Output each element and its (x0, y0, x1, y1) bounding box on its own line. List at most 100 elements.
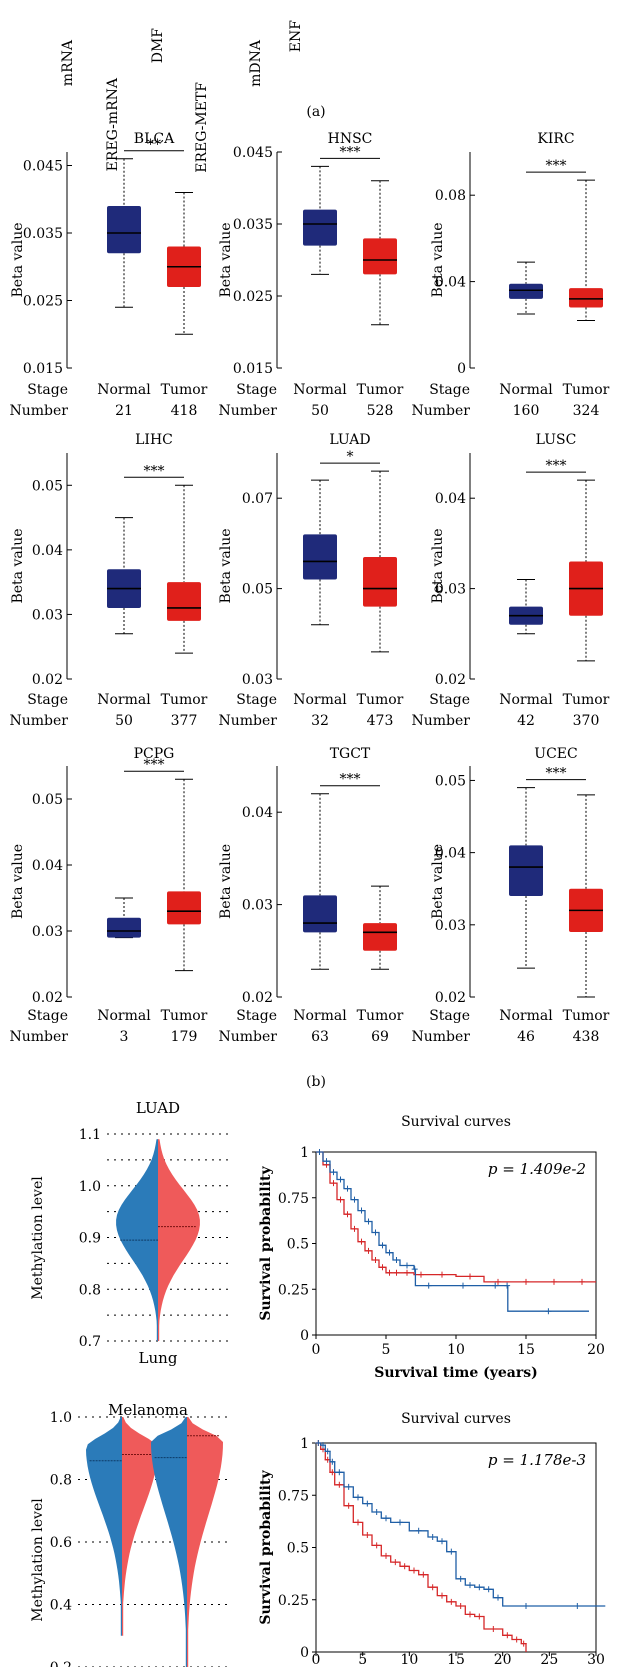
censor-mark-low (411, 1266, 418, 1273)
panel-b-boxplots: BLCA Beta value 0.015 0.025 0.035 0.045 ** Stag… (10, 131, 610, 1045)
y-tick-label: 0.02 (32, 990, 63, 1006)
sample-count: 377 (171, 713, 198, 729)
censor-mark-high (351, 1225, 358, 1232)
tumor-box (167, 582, 201, 621)
censor-mark-low (425, 1282, 432, 1289)
censor-mark-low (574, 1603, 581, 1610)
censor-mark-low (460, 1282, 466, 1289)
y-axis-label: Survival probability (258, 1166, 274, 1321)
y-tick-label: 0.015 (233, 361, 273, 377)
x-tick-label: 15 (447, 1652, 465, 1667)
censor-mark-low (315, 1440, 322, 1446)
censor-mark-high (467, 1273, 473, 1280)
y-tick-label: 0.02 (435, 672, 466, 688)
stage-label: Stage (429, 382, 470, 398)
y-tick-label: 0.4 (50, 1598, 72, 1614)
censor-mark-high (355, 1519, 361, 1526)
y-tick-label: 0.75 (278, 1191, 309, 1207)
significance-stars: ** (147, 137, 161, 153)
censor-mark-high (448, 1598, 455, 1605)
x-tick-label: 5 (358, 1652, 367, 1667)
censor-mark-low (386, 1249, 393, 1256)
category-label: Normal (293, 1008, 347, 1024)
y-axis-label: Methylation level (30, 1498, 46, 1622)
x-tick-label: 25 (540, 1652, 558, 1667)
significance-stars: *** (546, 458, 567, 474)
category-label: Normal (499, 1008, 553, 1024)
y-tick-label: 1 (300, 1436, 309, 1452)
y-tick-label: 0.25 (278, 1282, 309, 1298)
y-tick-label: 0.2 (50, 1660, 72, 1667)
y-tick-label: 0.02 (435, 990, 466, 1006)
stage-label: Stage (27, 1008, 68, 1024)
censor-mark-high (495, 1278, 501, 1285)
censor-mark-high (551, 1278, 557, 1285)
censor-mark-low (397, 1519, 403, 1526)
y-axis-label: Beta value (430, 844, 446, 919)
category-label: Tumor (161, 692, 208, 708)
censor-mark-high (504, 1632, 511, 1639)
y-tick-label: 0.25 (278, 1593, 309, 1609)
y-tick-label: 0 (300, 1328, 309, 1344)
y-tick-label: 0.05 (435, 773, 466, 789)
censor-mark-high (344, 1211, 351, 1218)
y-tick-label: 0.03 (242, 672, 273, 688)
normal-box (303, 534, 337, 580)
sample-count: 21 (115, 403, 133, 419)
censor-mark-high (490, 1626, 497, 1633)
y-tick-label: 0.035 (23, 226, 63, 242)
y-tick-label: 0.03 (32, 607, 63, 623)
censor-mark-low (351, 1196, 358, 1203)
y-axis-label: Beta value (10, 528, 26, 603)
censor-mark-low (404, 1262, 410, 1269)
panel-a-column-label: EREG-mRNA (105, 77, 121, 171)
y-tick-label: 0.05 (32, 478, 63, 494)
censor-mark-low (329, 1458, 336, 1465)
x-tick-label: 15 (517, 1342, 535, 1358)
censor-mark-low (324, 1448, 331, 1455)
boxplot-title: BLCA (134, 131, 175, 147)
y-axis-label: Beta value (218, 528, 234, 603)
y-tick-label: 0.025 (23, 294, 63, 310)
censor-mark-low (316, 1149, 323, 1155)
y-tick-label: 0.03 (32, 924, 63, 940)
normal-box (303, 895, 337, 933)
y-axis-label: Methylation level (30, 1176, 46, 1300)
number-label: Number (219, 1029, 278, 1045)
censor-mark-high (520, 1640, 527, 1647)
y-tick-label: 0.7 (79, 1334, 101, 1350)
y-tick-label: 0.8 (50, 1473, 72, 1489)
violin-left-half (86, 1417, 122, 1636)
y-tick-label: 0.04 (435, 846, 466, 862)
censor-mark-low (476, 1584, 483, 1591)
censor-mark-high (439, 1592, 445, 1599)
stage-label: Stage (236, 1008, 277, 1024)
y-tick-label: 1 (300, 1145, 309, 1161)
significance-stars: *** (340, 144, 361, 160)
y-tick-label: 0.05 (242, 582, 273, 598)
panel-a-column-label: EREG-METF (194, 82, 210, 173)
sample-count: 418 (171, 403, 198, 419)
censor-mark-high (467, 1611, 473, 1618)
censor-mark-low (393, 1256, 400, 1263)
censor-mark-low (467, 1582, 473, 1589)
censor-mark-high (476, 1613, 483, 1620)
boxplot-title: PCPG (134, 746, 175, 762)
normal-box (107, 917, 141, 938)
y-tick-label: 0.04 (435, 491, 466, 507)
survival-plots: Survival curves Survival probability 0 0.25… (258, 1114, 606, 1667)
censor-mark-low (373, 1508, 380, 1515)
category-label: Normal (97, 1008, 151, 1024)
censor-mark-high (404, 1269, 410, 1276)
censor-mark-high (383, 1552, 389, 1559)
y-tick-label: 0.8 (79, 1282, 101, 1298)
censor-mark-low (364, 1500, 371, 1507)
y-tick-label: 0.015 (23, 361, 63, 377)
boxplot-title: HNSC (328, 131, 373, 147)
number-label: Number (10, 1029, 69, 1045)
tumor-box (363, 556, 397, 607)
censor-mark-low (358, 1207, 365, 1214)
x-tick-label: 10 (447, 1342, 465, 1358)
number-label: Number (412, 403, 471, 419)
